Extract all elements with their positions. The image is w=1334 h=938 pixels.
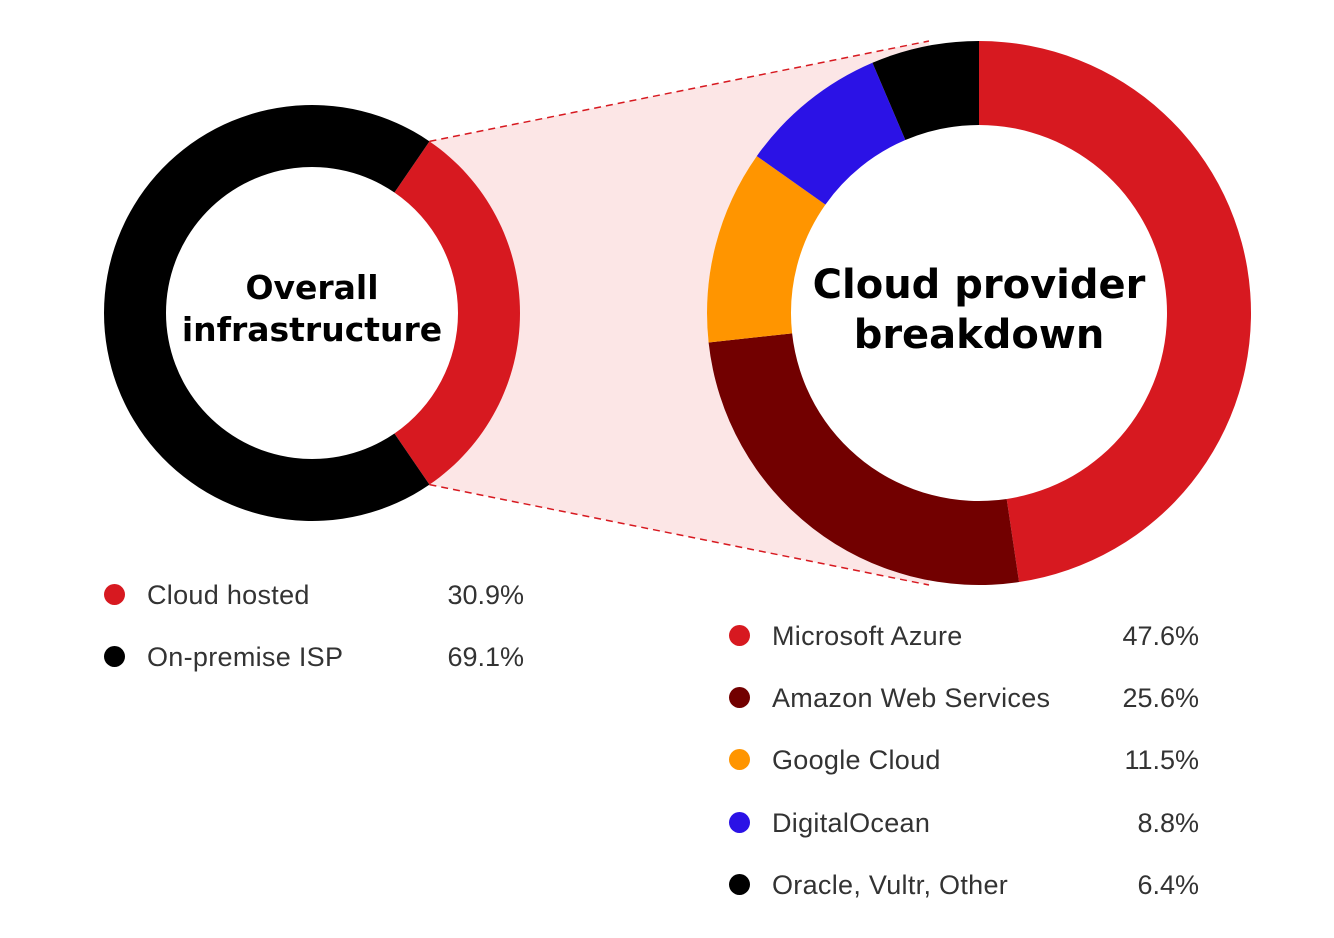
legend-value: 25.6% — [1122, 683, 1199, 713]
legend-label: Amazon Web Services — [772, 683, 1051, 713]
legend-value: 11.5% — [1124, 745, 1199, 775]
legend-value: 30.9% — [447, 580, 524, 610]
slice-cloud-hosted — [394, 141, 520, 485]
legend-value: 6.4% — [1137, 870, 1199, 900]
legend-dot — [104, 584, 125, 605]
overall-infrastructure-donut — [104, 104, 520, 521]
legend-dot — [729, 812, 750, 833]
legend-label: Cloud hosted — [147, 580, 310, 610]
slice-microsoft-azure — [979, 41, 1252, 583]
legend-item-on-premise-isp: On-premise ISP 69.1% — [104, 639, 524, 675]
overall-title-line-1: Overall — [245, 268, 378, 307]
slice-on-premise-isp — [104, 104, 430, 521]
slice-google-cloud — [706, 156, 826, 343]
legend-value: 47.6% — [1122, 621, 1199, 651]
legend-item-google-cloud: Google Cloud 11.5% — [729, 742, 1199, 778]
overall-legend: Cloud hosted 30.9% On-premise ISP 69.1% — [104, 577, 524, 687]
cloud-provider-donut — [706, 41, 1252, 585]
slice-digitalocean — [756, 62, 906, 205]
legend-label: Google Cloud — [772, 745, 941, 775]
legend-label: DigitalOcean — [772, 808, 931, 838]
slice-oracle-vultr-other — [872, 41, 979, 141]
legend-dot — [729, 749, 750, 770]
legend-dot — [104, 646, 125, 667]
legend-dot — [729, 687, 750, 708]
legend-value: 8.8% — [1137, 808, 1199, 838]
legend-label: Microsoft Azure — [772, 621, 963, 651]
legend-item-amazon-web-services: Amazon Web Services 25.6% — [729, 680, 1199, 716]
connector-line-top — [429, 40, 930, 143]
legend-dot — [729, 625, 750, 646]
connector-line-bottom — [429, 483, 930, 586]
legend-item-digitalocean: DigitalOcean 8.8% — [729, 805, 1199, 841]
cloud-provider-legend: Microsoft Azure 47.6% Amazon Web Service… — [729, 618, 1199, 918]
legend-label: On-premise ISP — [147, 642, 344, 672]
legend-label: Oracle, Vultr, Other — [772, 870, 1009, 900]
cloud-title-line-1: Cloud provider — [813, 262, 1146, 308]
cloud-title-line-2: breakdown — [854, 312, 1105, 358]
legend-item-oracle-vultr-other: Oracle, Vultr, Other 6.4% — [729, 867, 1199, 903]
donut-hole — [166, 167, 458, 459]
overall-title-line-2: infrastructure — [182, 310, 442, 349]
legend-dot — [729, 874, 750, 895]
legend-item-microsoft-azure: Microsoft Azure 47.6% — [729, 618, 1199, 654]
legend-value: 69.1% — [447, 642, 524, 672]
legend-item-cloud-hosted: Cloud hosted 30.9% — [104, 577, 524, 613]
slice-amazon-web-services — [708, 333, 1020, 585]
